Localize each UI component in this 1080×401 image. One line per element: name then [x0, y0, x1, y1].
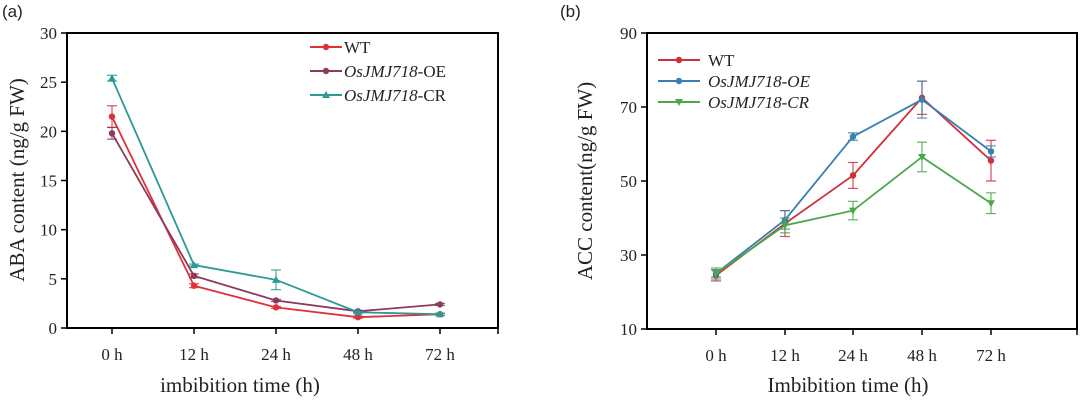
y-tick-label: 30: [620, 246, 637, 265]
legend-label: OsJMJ718-OE: [708, 72, 811, 91]
data-point: [190, 282, 198, 289]
y-tick-label: 25: [40, 73, 57, 92]
data-point: [436, 301, 444, 308]
legend-label: OsJMJ718-OE: [344, 62, 446, 81]
x-tick-label: 12 h: [770, 346, 800, 365]
x-tick-label: 0 h: [101, 345, 123, 364]
series-OsJMJ718-CR: [107, 74, 445, 318]
data-point: [108, 130, 116, 137]
data-point: [849, 133, 857, 140]
panel-b-label: (b): [560, 2, 581, 21]
y-tick-label: 70: [620, 98, 637, 117]
panel-a: (a) 0 5 10 15 20 25 30 0 h 12 h 24 h 48 h 72 h imb…: [2, 2, 499, 397]
x-tick-label: 24 h: [838, 346, 868, 365]
panel-b-x-ticks: 0 h 12 h 24 h 48 h 72 h: [705, 329, 1078, 365]
legend-label: OsJMJ718-CR: [344, 86, 447, 105]
data-point: [108, 74, 116, 82]
y-tick-label: 30: [40, 24, 57, 43]
x-tick-label: 48 h: [907, 346, 937, 365]
data-point: [987, 157, 995, 164]
data-point: [354, 308, 362, 316]
data-point: [436, 310, 444, 318]
data-point: [712, 270, 720, 278]
legend-item: OsJMJ718-CR: [310, 86, 447, 105]
legend-item: WT: [310, 38, 371, 57]
legend-item: OsJMJ718-CR: [658, 93, 810, 112]
legend-marker: [322, 91, 330, 98]
series-OsJMJ718-OE: [711, 80, 996, 278]
legend-label: WT: [708, 51, 735, 70]
y-tick-label: 50: [620, 172, 637, 191]
data-point: [918, 96, 926, 103]
data-point: [272, 297, 280, 304]
data-point: [918, 153, 926, 161]
panel-b-x-axis-title: Imbibition time (h): [768, 373, 929, 397]
x-tick-label: 72 h: [425, 345, 455, 364]
y-tick-label: 10: [620, 320, 637, 339]
series-OsJMJ718-CR: [711, 141, 996, 280]
data-point: [354, 313, 362, 321]
legend-marker: [322, 67, 330, 75]
panel-a-x-ticks: 0 h 12 h 24 h 48 h 72 h: [101, 328, 499, 364]
panel-b-y-axis-title: ACC content(ng/g FW): [573, 82, 597, 280]
data-point: [987, 200, 995, 208]
legend-item: OsJMJ718-OE: [658, 72, 811, 91]
y-tick-label: 5: [49, 270, 58, 289]
y-tick-label: 90: [620, 24, 637, 43]
data-point: [190, 261, 198, 269]
panel-a-legend: WT OsJMJ718-OE OsJMJ718-CR: [310, 38, 447, 105]
legend-marker: [322, 43, 330, 51]
legend-label: OsJMJ718-CR: [708, 93, 810, 112]
panel-a-y-ticks: 0 5 10 15 20 25 30: [40, 24, 67, 338]
panel-b: (b) 10 30 50 70 90 0 h 12 h 24 h 48 h 72 h Imbib…: [560, 2, 1078, 397]
panel-a-x-axis-title: imbibition time (h): [160, 373, 320, 397]
data-point: [849, 207, 857, 215]
x-tick-label: 24 h: [261, 345, 291, 364]
series-OsJMJ718-OE: [107, 126, 445, 315]
panel-a-label: (a): [2, 2, 23, 21]
panel-b-legend: WT OsJMJ718-OE OsJMJ718-CR: [658, 51, 811, 112]
panel-a-y-axis-title: ABA content (ng/g FW): [5, 78, 29, 282]
data-point: [272, 275, 280, 283]
x-tick-label: 12 h: [179, 345, 209, 364]
y-tick-label: 20: [40, 122, 57, 141]
data-point: [272, 304, 280, 311]
legend-item: WT: [658, 51, 735, 70]
x-tick-label: 48 h: [343, 345, 373, 364]
legend-marker: [675, 99, 683, 106]
x-tick-label: 0 h: [705, 346, 727, 365]
data-point: [781, 222, 789, 230]
y-tick-label: 10: [40, 221, 57, 240]
data-point: [987, 148, 995, 155]
panel-b-y-ticks: 10 30 50 70 90: [620, 24, 647, 339]
legend-label: WT: [344, 38, 371, 57]
x-tick-label: 72 h: [976, 346, 1006, 365]
panel-a-series: [107, 74, 445, 321]
data-point: [849, 172, 857, 179]
legend-item: OsJMJ718-OE: [310, 62, 446, 81]
y-tick-label: 0: [49, 319, 58, 338]
data-point: [190, 272, 198, 280]
data-point: [108, 113, 116, 120]
panel-b-series: [711, 80, 996, 282]
y-tick-label: 15: [40, 172, 57, 191]
legend-marker: [675, 77, 683, 85]
legend-marker: [675, 56, 683, 64]
